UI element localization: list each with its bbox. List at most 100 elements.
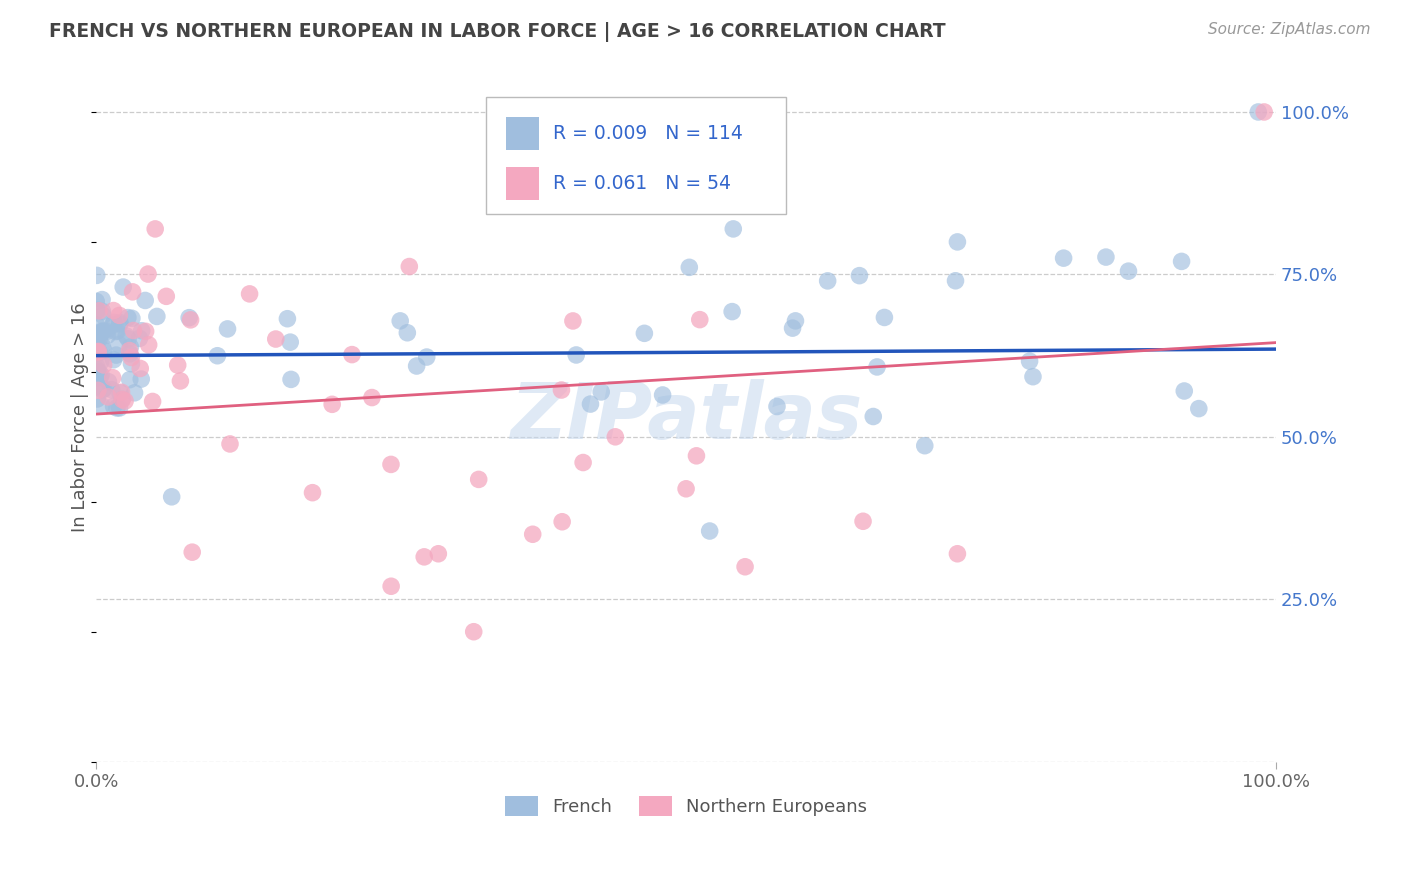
Point xyxy=(1170,254,1192,268)
Point xyxy=(675,482,697,496)
Point xyxy=(1188,401,1211,416)
Point xyxy=(124,385,146,400)
Point xyxy=(766,400,789,414)
Point xyxy=(633,326,655,341)
Point xyxy=(380,458,402,472)
Point xyxy=(103,303,125,318)
Point xyxy=(914,439,936,453)
Point xyxy=(380,579,402,593)
Bar xyxy=(506,117,538,150)
Point xyxy=(91,324,114,338)
Point xyxy=(120,351,142,365)
Point xyxy=(136,267,159,281)
Point xyxy=(86,365,108,379)
Point xyxy=(301,485,323,500)
Point xyxy=(721,304,744,318)
Point xyxy=(207,349,229,363)
Point xyxy=(135,324,157,338)
Point xyxy=(413,549,436,564)
Point xyxy=(91,383,114,397)
Point xyxy=(280,372,302,386)
Point xyxy=(118,343,141,358)
Point xyxy=(181,545,204,559)
Point xyxy=(873,310,896,325)
Point xyxy=(96,328,118,343)
Text: Source: ZipAtlas.com: Source: ZipAtlas.com xyxy=(1208,22,1371,37)
Point xyxy=(685,449,707,463)
Point xyxy=(1253,105,1275,120)
Point xyxy=(651,388,673,402)
Point xyxy=(605,430,627,444)
Point xyxy=(89,369,111,384)
Point xyxy=(86,341,108,355)
Point xyxy=(946,547,969,561)
Point xyxy=(84,343,107,358)
Point xyxy=(93,358,115,372)
Point xyxy=(86,268,108,283)
Point xyxy=(86,367,108,381)
Point xyxy=(108,385,131,400)
Point xyxy=(1018,354,1040,368)
Point xyxy=(105,348,128,362)
Point xyxy=(131,324,153,338)
Point xyxy=(1247,105,1270,120)
Point xyxy=(143,222,166,236)
Point xyxy=(264,332,287,346)
Legend: French, Northern Europeans: French, Northern Europeans xyxy=(498,789,875,823)
Point xyxy=(111,392,134,407)
Point xyxy=(86,365,108,379)
Point xyxy=(340,348,363,362)
Point xyxy=(129,361,152,376)
Point xyxy=(103,352,125,367)
Point xyxy=(1095,250,1118,264)
Point xyxy=(463,624,485,639)
Point xyxy=(91,309,114,323)
Point xyxy=(97,390,120,404)
Point xyxy=(572,456,595,470)
Point xyxy=(118,347,141,361)
Point xyxy=(87,365,110,379)
Point xyxy=(90,399,112,413)
Point xyxy=(93,382,115,396)
Point xyxy=(785,314,807,328)
Point xyxy=(129,372,152,386)
Point xyxy=(121,285,143,299)
Point xyxy=(579,397,602,411)
Point xyxy=(103,400,125,414)
Point xyxy=(86,362,108,376)
Point xyxy=(169,374,191,388)
Point xyxy=(180,313,202,327)
Point xyxy=(866,359,889,374)
Point xyxy=(86,392,108,406)
Point xyxy=(86,303,108,318)
Point xyxy=(84,340,107,354)
Point xyxy=(134,293,156,308)
Point xyxy=(522,527,544,541)
Point xyxy=(86,371,108,385)
Point xyxy=(108,337,131,351)
Point xyxy=(100,383,122,397)
Point xyxy=(108,401,131,415)
Bar xyxy=(506,167,538,200)
Point xyxy=(110,385,132,400)
Point xyxy=(104,325,127,339)
Point xyxy=(108,317,131,331)
Point xyxy=(117,310,139,325)
Point xyxy=(1022,369,1045,384)
Point xyxy=(699,524,721,538)
Point xyxy=(117,332,139,346)
Point xyxy=(467,472,489,486)
Point xyxy=(89,345,111,359)
Point xyxy=(396,326,419,340)
Point xyxy=(561,314,583,328)
Point xyxy=(689,312,711,326)
Point xyxy=(120,340,142,354)
Point xyxy=(111,392,134,407)
Point xyxy=(946,235,969,249)
Point xyxy=(86,380,108,394)
Point xyxy=(550,383,572,397)
Point xyxy=(179,310,201,325)
Text: R = 0.009   N = 114: R = 0.009 N = 114 xyxy=(553,124,742,143)
Point xyxy=(219,437,242,451)
Point xyxy=(97,375,120,389)
